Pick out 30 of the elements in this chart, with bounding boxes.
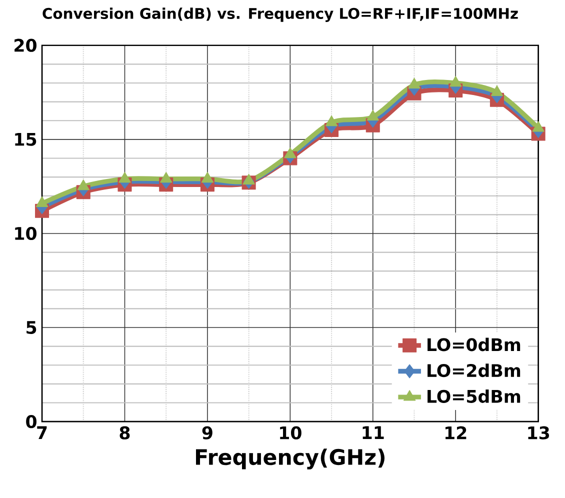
y-tick-label: 20 bbox=[14, 38, 36, 52]
legend-label: LO=5dBm bbox=[428, 390, 520, 404]
y-tick-label: 0 bbox=[26, 415, 36, 428]
point bbox=[490, 86, 504, 96]
x-tick-label: 9 bbox=[202, 426, 212, 440]
y-tick-label: 5 bbox=[26, 321, 36, 334]
x-tick-label: 13 bbox=[528, 426, 550, 440]
point bbox=[118, 172, 131, 183]
x-tick-label: 12 bbox=[446, 426, 466, 440]
x-tick-label: 8 bbox=[120, 426, 130, 440]
x-tick-label: 11 bbox=[362, 426, 384, 440]
point bbox=[408, 78, 420, 89]
legend-label: LO=2dBm bbox=[428, 364, 520, 378]
point bbox=[36, 196, 48, 208]
point bbox=[325, 116, 338, 126]
legend-label: LO=0dBm bbox=[428, 338, 520, 352]
y-tick-label: 15 bbox=[15, 133, 36, 146]
point bbox=[532, 121, 544, 132]
point bbox=[449, 76, 462, 87]
point bbox=[366, 110, 379, 121]
point bbox=[284, 148, 296, 158]
point bbox=[160, 172, 172, 183]
x-axis-title: Frequency(GHz) bbox=[196, 448, 384, 470]
point bbox=[201, 172, 214, 183]
point bbox=[242, 174, 255, 185]
x-tick-label: 10 bbox=[280, 426, 302, 440]
y-tick-label: 10 bbox=[15, 227, 36, 240]
x-tick-label: 7 bbox=[37, 426, 47, 440]
chart-title: Conversion Gain(dB) vs. Frequency LO=RF+IF,IF=100MHz bbox=[42, 8, 518, 22]
point bbox=[77, 180, 90, 190]
